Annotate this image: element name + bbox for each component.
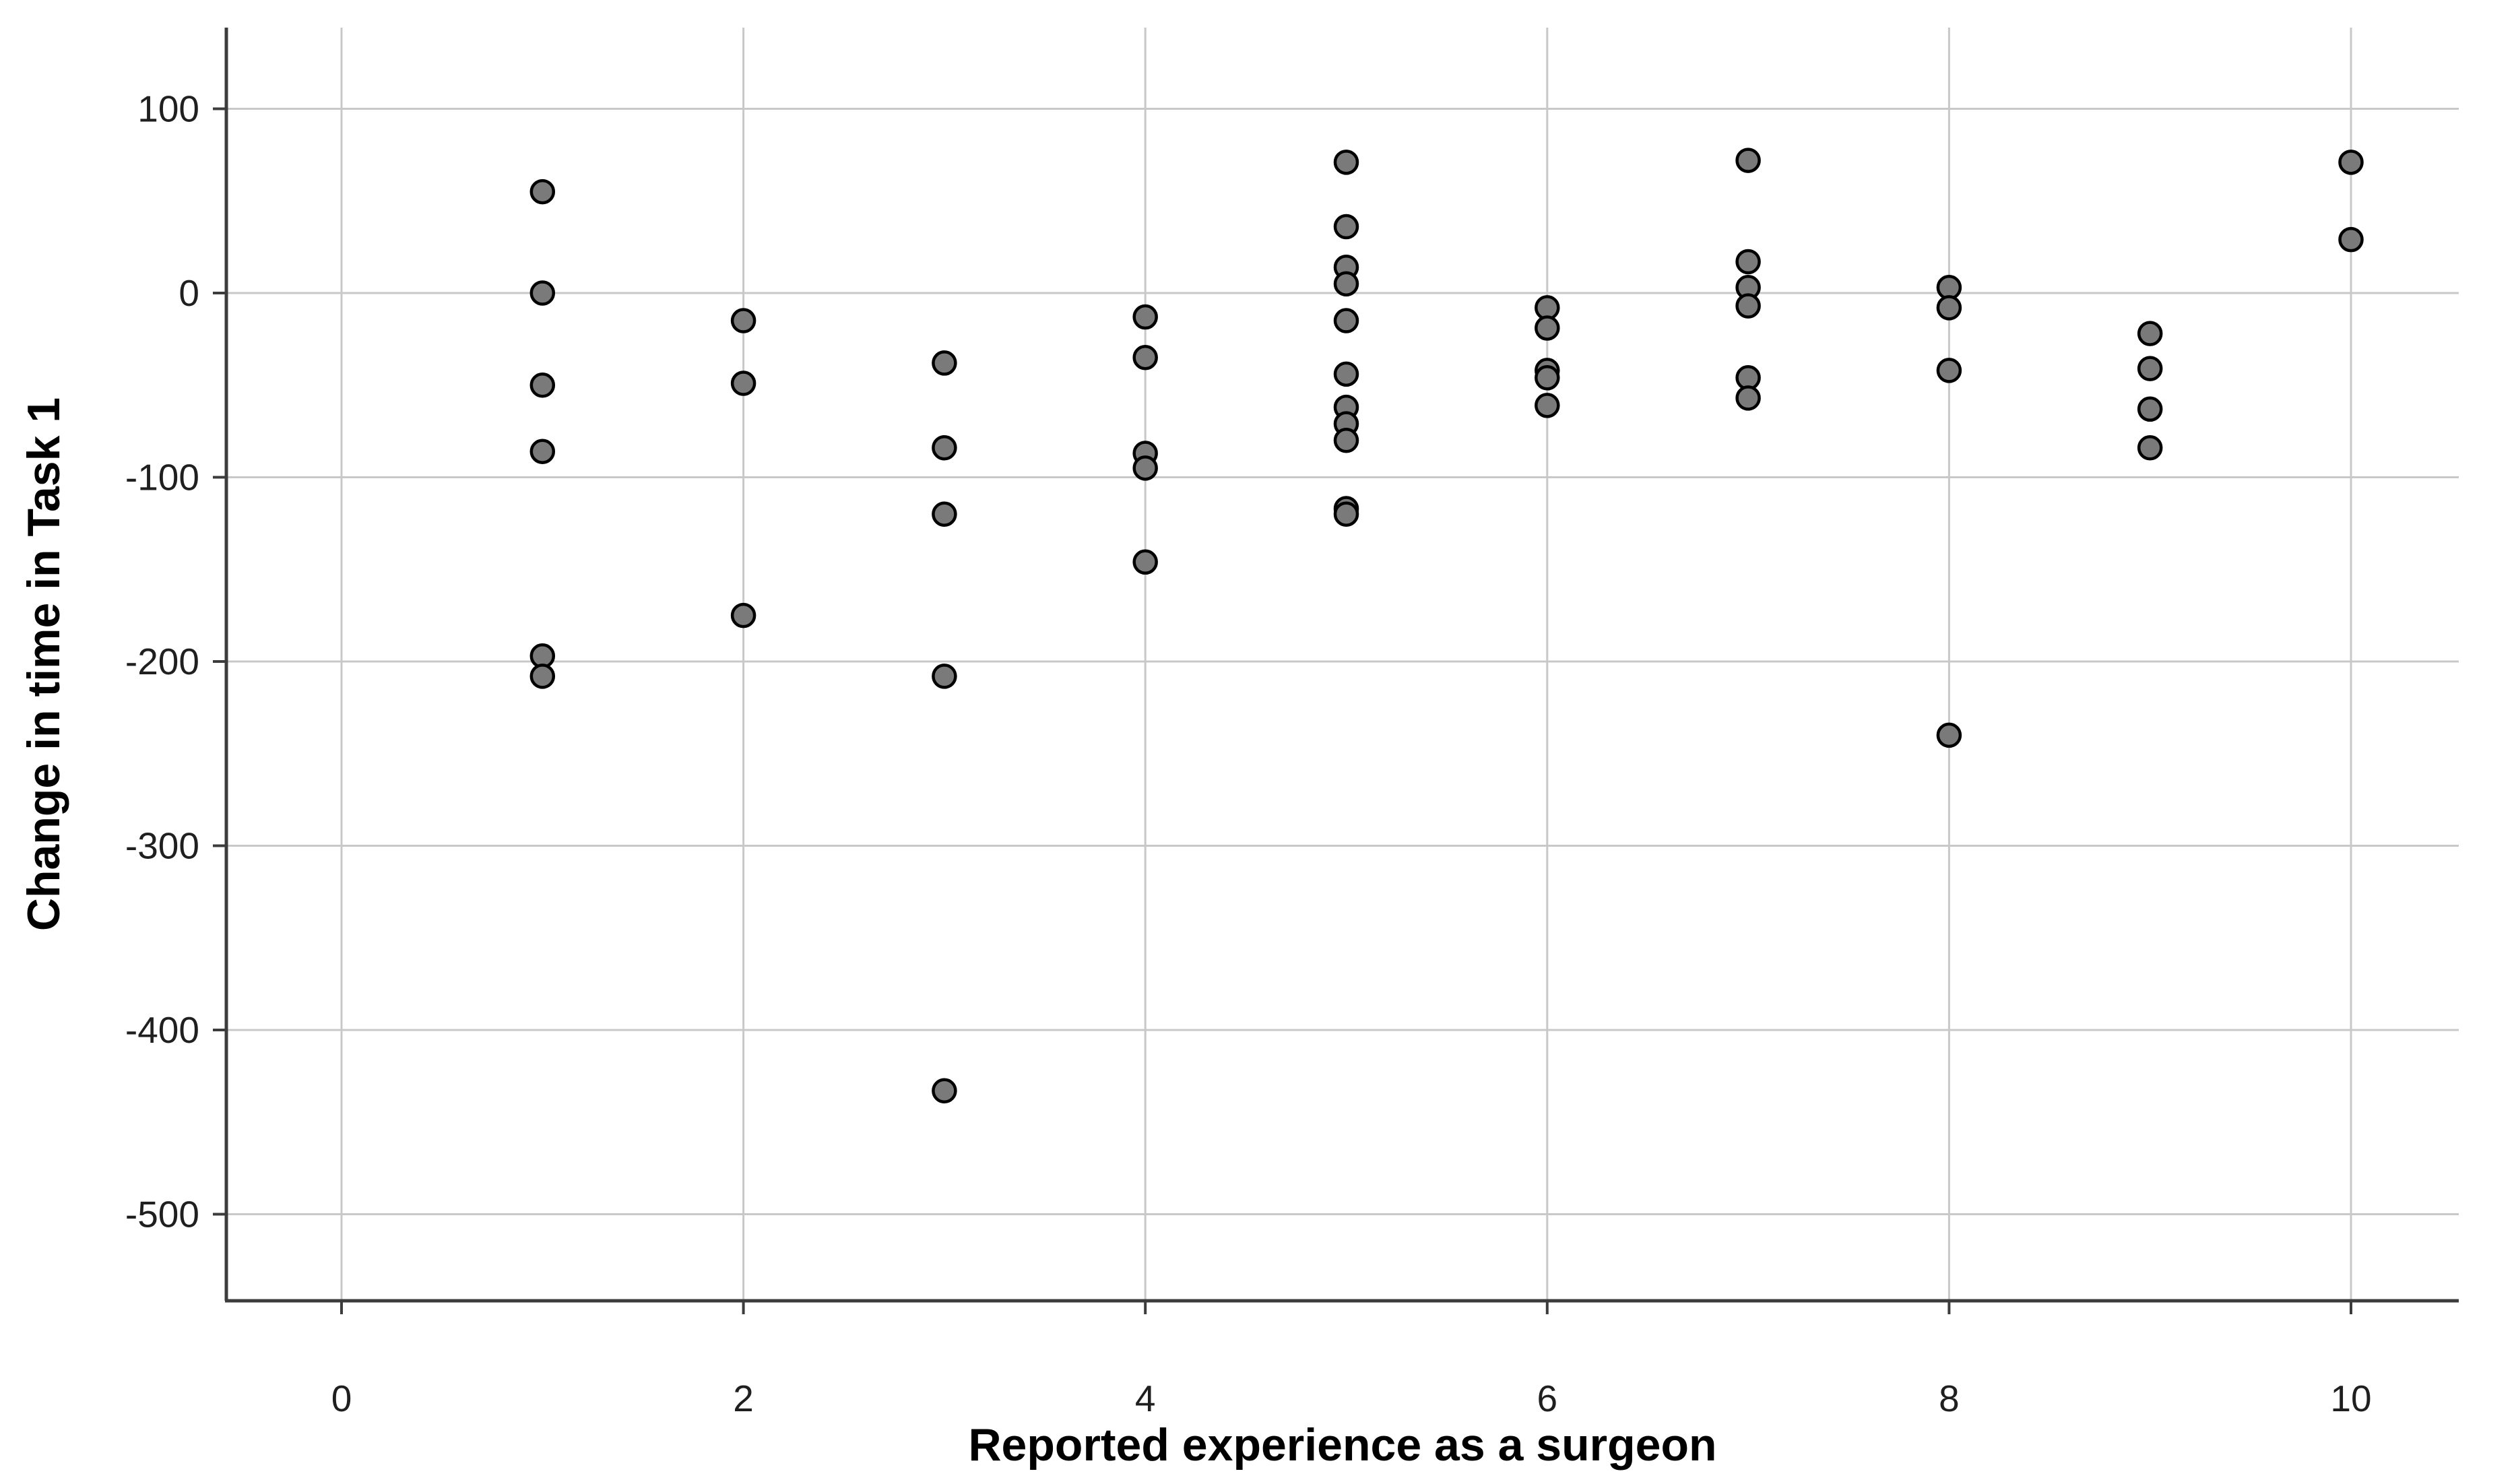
x-tick-label: 4 [1135,1378,1156,1419]
data-point [1535,393,1560,418]
data-point [2137,321,2163,346]
data-point [529,373,556,398]
data-point [932,350,957,376]
y-tick-label: 100 [137,88,199,130]
y-tick-label: -300 [125,825,199,867]
data-point [1333,501,1359,527]
axes [224,28,2459,1303]
y-tick-label: -500 [125,1194,199,1235]
data-point [529,664,556,689]
data-point [2137,396,2163,422]
data-point [730,308,756,333]
data-point [1535,315,1560,341]
data-points [529,148,2364,1104]
tick-marks [213,107,2352,1314]
data-point [1333,271,1359,297]
data-point [1735,148,1761,173]
data-point [529,280,556,306]
data-point [932,664,957,689]
data-point [932,1078,957,1104]
data-point [730,370,756,396]
data-point [2137,356,2163,381]
data-point [1936,295,1962,321]
y-tick-label: 0 [179,272,199,314]
data-point [1132,344,1158,370]
data-point [1132,455,1158,481]
x-tick-label: 0 [331,1378,352,1419]
x-tick-label: 6 [1537,1378,1558,1419]
data-point [2338,226,2364,253]
x-axis-title: Reported experience as a surgeon [968,1419,1716,1471]
data-point [1936,722,1962,748]
data-point [932,501,957,527]
data-point [2137,434,2163,461]
data-point [1735,385,1761,411]
gridlines [226,28,2459,1301]
data-point [1333,308,1359,333]
y-tick-label: -200 [125,641,199,682]
data-point [932,434,957,461]
data-point [730,602,756,628]
x-tick-label: 10 [2330,1378,2371,1419]
y-axis-title: Change in time in Task 1 [18,397,69,931]
data-point [1735,249,1761,275]
data-point [1132,549,1158,575]
data-point [1132,304,1158,330]
x-tick-label: 2 [733,1378,754,1419]
data-point [1735,293,1761,319]
data-point [2338,150,2364,175]
data-point [1936,358,1962,383]
tick-labels: 100 0 -100 -200 -300 -400 -500 0 2 4 6 8 10 [125,88,2372,1420]
y-tick-label: -400 [125,1009,199,1051]
data-point [1535,365,1560,391]
data-point [1333,361,1359,387]
y-tick-label: -100 [125,457,199,498]
data-point [1333,150,1359,175]
data-point [1333,428,1359,453]
data-point [1333,214,1359,240]
data-point [529,179,556,205]
x-tick-label: 8 [1939,1378,1960,1419]
data-point [529,439,556,464]
